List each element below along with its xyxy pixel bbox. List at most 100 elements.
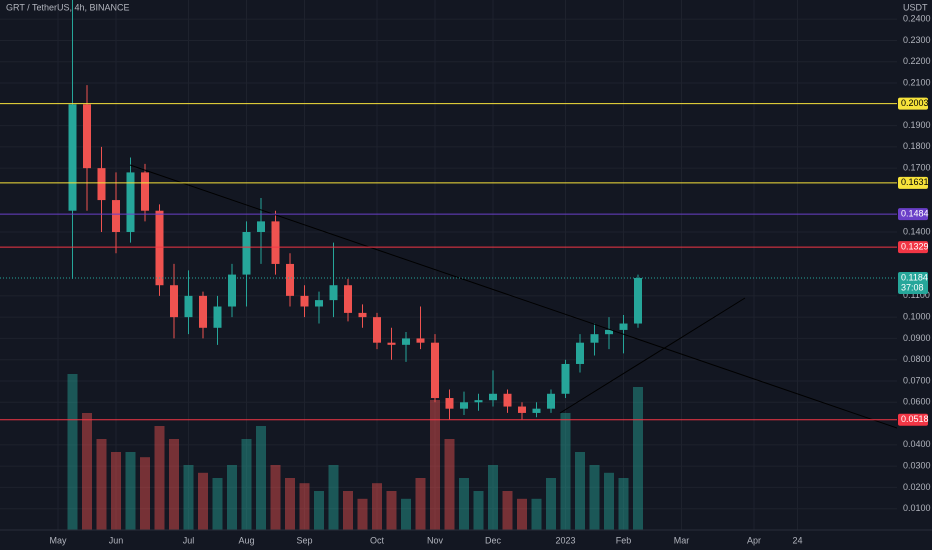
candle-body — [532, 408, 541, 413]
volume-bar — [212, 478, 223, 530]
volume-bar — [473, 491, 484, 530]
candle-body — [431, 342, 439, 399]
volume-bar — [488, 465, 498, 530]
candle-body — [460, 402, 468, 409]
candle-body — [605, 329, 613, 335]
unit-label: USDT — [903, 2, 928, 12]
volume-bar — [125, 452, 136, 530]
y-tick-label: 0.0200 — [903, 482, 931, 492]
candle-body — [126, 172, 135, 233]
volume-bar — [328, 465, 339, 530]
volume-bar — [415, 478, 426, 530]
candle-body — [503, 393, 512, 407]
y-tick-label: 0.0300 — [903, 461, 931, 471]
x-tick-label: May — [49, 535, 67, 545]
level-label-box — [898, 97, 928, 110]
y-tick-label: 0.1000 — [903, 312, 931, 322]
last-price-label: 0.1184 — [901, 272, 928, 282]
candle-body — [373, 317, 381, 343]
y-tick-label: 0.0800 — [903, 354, 931, 364]
y-tick-label: 0.1800 — [903, 141, 931, 151]
volume-bar — [546, 478, 556, 530]
volume-bar — [154, 426, 165, 530]
x-tick-label: Dec — [485, 535, 502, 545]
candle-body — [300, 295, 309, 307]
candle-body — [590, 334, 599, 343]
level-label-box — [898, 413, 928, 426]
x-tick-label: Nov — [427, 535, 444, 545]
volume-bar — [633, 387, 643, 530]
chart-title: GRT / TetherUS, 4h, BINANCE — [6, 2, 130, 12]
volume-bar — [357, 498, 368, 530]
y-tick-label: 0.0700 — [903, 375, 931, 385]
volume-bar — [82, 413, 92, 530]
volume-bar — [198, 472, 208, 530]
volume-bar — [401, 498, 411, 530]
volume-bar — [575, 452, 585, 530]
candle-body — [141, 172, 149, 211]
volume-bar — [241, 439, 252, 530]
volume-bar — [227, 465, 237, 530]
candle-body — [387, 342, 396, 345]
candle-body — [213, 306, 222, 328]
y-tick-label: 0.0600 — [903, 397, 931, 407]
candle-body — [619, 323, 628, 330]
trend-line — [559, 297, 746, 414]
level-label-box — [898, 176, 928, 189]
candle-body — [199, 295, 207, 328]
x-tick-label: Jul — [183, 535, 195, 545]
volume-bar — [459, 478, 469, 530]
candle-body — [634, 277, 642, 324]
candle-body — [402, 338, 410, 345]
volume-bar — [256, 426, 266, 530]
y-tick-label: 0.0900 — [903, 333, 931, 343]
volume-bar — [299, 483, 310, 530]
candle-body — [518, 406, 526, 413]
volume-bar — [270, 465, 281, 530]
volume-bar — [502, 491, 513, 530]
last-price-box — [898, 271, 928, 294]
volume-bar — [169, 439, 179, 530]
candle-body — [68, 104, 77, 211]
countdown-label: 37:08 — [901, 282, 924, 292]
candle-body — [416, 338, 425, 343]
x-tick-label: 2023 — [555, 535, 575, 545]
candle-body — [445, 398, 454, 409]
y-tick-label: 0.2100 — [903, 77, 931, 87]
candle-body — [286, 263, 294, 296]
y-tick-label: 0.1400 — [903, 226, 931, 236]
candle-body — [83, 104, 91, 169]
candle-body — [228, 274, 236, 307]
volume-bar — [140, 457, 150, 530]
volume-bar — [604, 472, 614, 530]
candle-body — [329, 285, 338, 301]
candle-body — [547, 393, 555, 409]
y-tick-label: 0.2200 — [903, 56, 931, 66]
level-label-box — [898, 208, 928, 221]
volume-bar — [531, 498, 542, 530]
volume-bar — [618, 478, 629, 530]
x-tick-label: Apr — [747, 535, 761, 545]
x-tick-label: Oct — [370, 535, 385, 545]
volume-bar — [560, 413, 571, 530]
candle-body — [561, 363, 570, 394]
y-tick-label: 0.1900 — [903, 120, 931, 130]
y-tick-label: 0.1700 — [903, 163, 931, 173]
volume-bar — [285, 478, 295, 530]
y-tick-label: 0.2300 — [903, 35, 931, 45]
candle-body — [112, 200, 120, 233]
candle-body — [97, 168, 106, 201]
volume-bar — [372, 483, 382, 530]
y-tick-label: 0.0100 — [903, 503, 931, 513]
candle-body — [344, 285, 352, 313]
level-label: 0.2003 — [901, 98, 929, 108]
candle-body — [271, 221, 280, 264]
x-tick-label: Aug — [238, 535, 254, 545]
y-tick-label: 0.2400 — [903, 14, 931, 24]
y-tick-label: 0.1100 — [903, 290, 930, 300]
level-label: 0.1631 — [901, 177, 929, 187]
candle-body — [242, 232, 251, 275]
volume-bar — [314, 491, 324, 530]
volume-bar — [386, 491, 397, 530]
